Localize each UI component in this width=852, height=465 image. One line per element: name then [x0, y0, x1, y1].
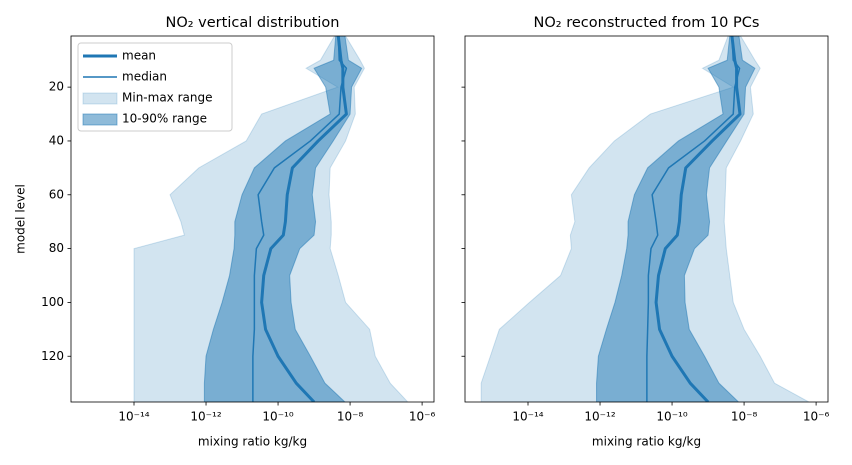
range-band: [203, 36, 363, 402]
y-tick-label: 40: [49, 133, 64, 147]
x-axis-label: mixing ratio kg/kg: [198, 435, 307, 449]
x-tick-label: 10⁻⁶: [409, 410, 436, 424]
legend-label: median: [122, 70, 167, 84]
x-tick-label: 10⁻¹²: [190, 410, 221, 424]
legend-label: Min-max range: [122, 91, 212, 105]
axes-frame: [70, 35, 435, 403]
y-tick-label: 80: [49, 241, 64, 255]
legend-label: mean: [122, 49, 156, 63]
x-tick-label: 10⁻⁶: [803, 410, 830, 424]
x-tick-label: 10⁻¹⁰: [656, 410, 687, 424]
x-tick-label: 10⁻¹²: [584, 410, 615, 424]
legend-swatch: [82, 92, 118, 105]
x-tick-label: 10⁻¹⁴: [512, 410, 543, 424]
plot-area: [133, 36, 409, 402]
x-axis-label: mixing ratio kg/kg: [592, 435, 701, 449]
y-tick-label: 100: [41, 295, 64, 309]
y-tick-label: 20: [49, 80, 64, 94]
y-tick-label: 60: [49, 187, 64, 201]
legend-frame: [77, 42, 233, 132]
chart-title: NO₂ vertical distribution: [166, 15, 340, 31]
profile-line: [252, 36, 348, 402]
plot-area: [480, 36, 810, 402]
x-tick-label: 10⁻⁸: [731, 410, 758, 424]
x-tick-label: 10⁻¹⁰: [262, 410, 293, 424]
legend: mean median Min-max range 10-90% range: [77, 42, 233, 132]
legend-swatch: [82, 113, 118, 126]
axes-frame: [464, 35, 829, 403]
chart-title: NO₂ reconstructed from 10 PCs: [534, 15, 760, 31]
profile-line: [646, 36, 741, 402]
y-axis-label: model level: [14, 184, 28, 254]
legend-label: 10-90% range: [122, 112, 207, 126]
y-tick-label: 120: [41, 349, 64, 363]
range-band: [596, 36, 756, 402]
x-tick-label: 10⁻⁸: [337, 410, 364, 424]
x-tick-label: 10⁻¹⁴: [118, 410, 149, 424]
